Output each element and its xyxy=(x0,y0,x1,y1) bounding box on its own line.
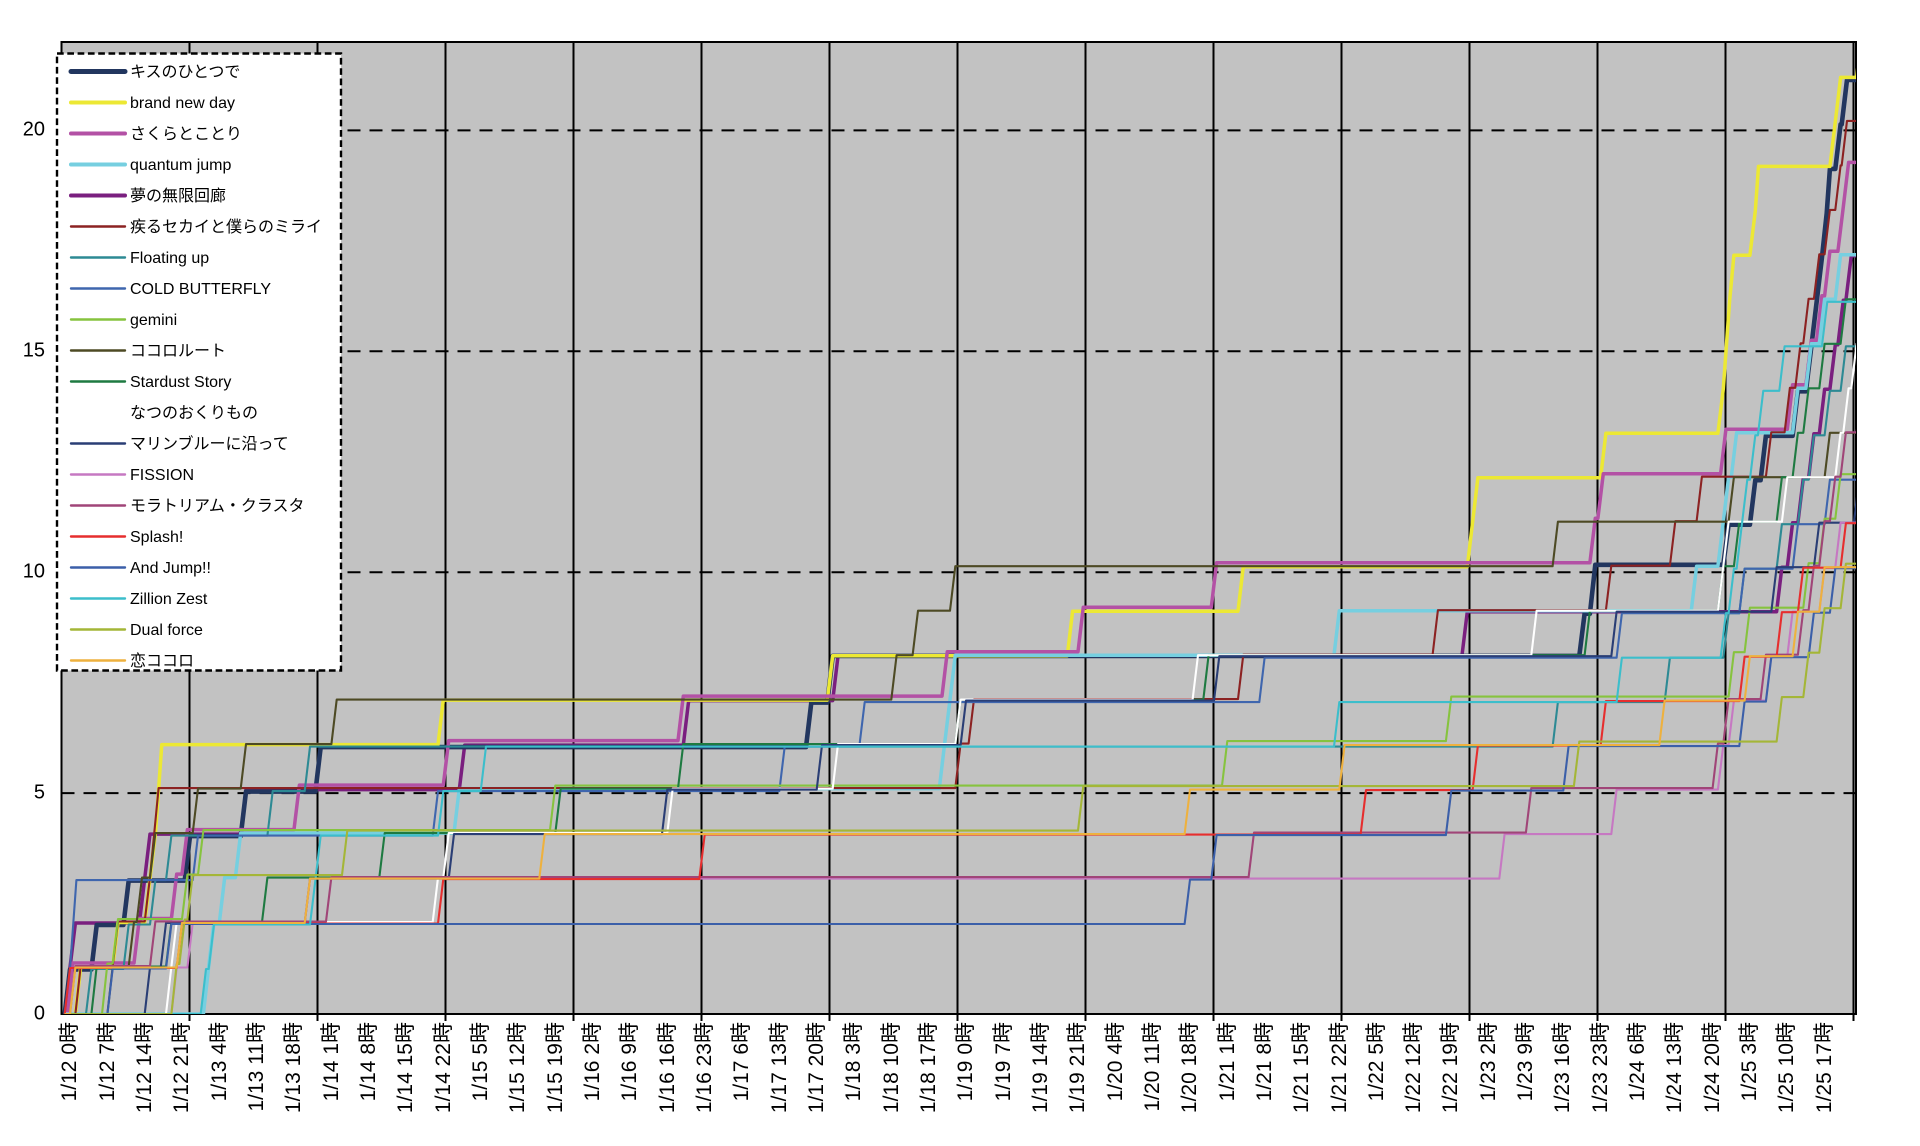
svg-text:FISSION: FISSION xyxy=(130,467,194,484)
svg-text:And Jump!!: And Jump!! xyxy=(130,560,211,577)
svg-text:ココロルート: ココロルート xyxy=(130,343,226,360)
svg-text:キスのひとつで: キスのひとつで xyxy=(130,64,240,81)
svg-text:COLD BUTTERFLY: COLD BUTTERFLY xyxy=(130,281,271,298)
svg-text:なつのおくりもの: なつのおくりもの xyxy=(130,404,258,422)
svg-text:Stardust Story: Stardust Story xyxy=(130,374,231,391)
svg-text:brand new day: brand new day xyxy=(130,95,235,112)
svg-text:quantum jump: quantum jump xyxy=(130,157,231,174)
svg-text:疾るセカイと僕らのミライ: 疾るセカイと僕らのミライ xyxy=(130,218,322,236)
svg-text:恋ココロ: 恋ココロ xyxy=(130,651,194,670)
svg-text:モラトリアム・クラスタ: モラトリアム・クラスタ xyxy=(130,497,305,515)
svg-text:Floating up: Floating up xyxy=(130,250,209,267)
svg-text:マリンブルーに沿って: マリンブルーに沿って xyxy=(130,434,289,453)
svg-text:Splash!: Splash! xyxy=(130,529,183,546)
svg-text:gemini: gemini xyxy=(130,312,177,329)
svg-text:さくらとことり: さくらとことり xyxy=(130,125,242,143)
svg-text:Zillion Zest: Zillion Zest xyxy=(130,591,208,608)
svg-text:夢の無限回廊: 夢の無限回廊 xyxy=(130,187,226,205)
svg-text:Dual force: Dual force xyxy=(130,622,203,639)
